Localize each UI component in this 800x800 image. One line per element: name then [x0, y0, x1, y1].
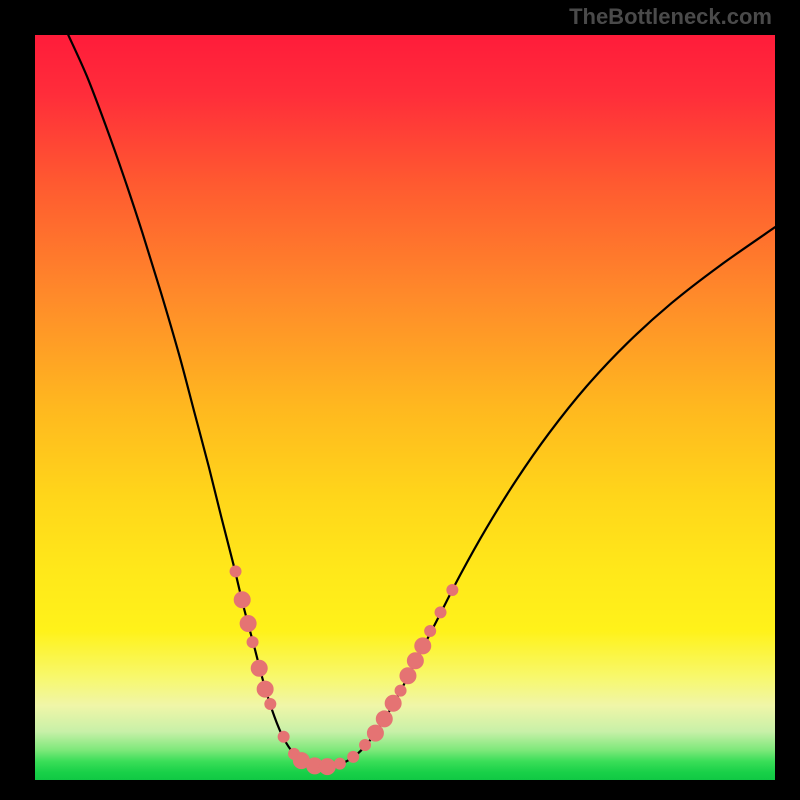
data-marker	[234, 592, 250, 608]
data-marker	[367, 725, 383, 741]
data-marker	[447, 585, 458, 596]
data-marker	[415, 638, 431, 654]
plot-area	[35, 35, 775, 780]
data-marker	[278, 731, 289, 742]
data-marker	[240, 616, 256, 632]
data-marker	[395, 685, 406, 696]
data-marker	[251, 660, 267, 676]
data-marker	[385, 695, 401, 711]
data-marker	[400, 668, 416, 684]
data-marker	[407, 653, 423, 669]
data-marker	[257, 681, 273, 697]
watermark-text: TheBottleneck.com	[569, 4, 772, 30]
data-marker	[265, 699, 276, 710]
data-marker	[425, 626, 436, 637]
chart-canvas: TheBottleneck.com	[0, 0, 800, 800]
curve-layer	[35, 35, 775, 780]
data-marker	[319, 759, 335, 775]
data-marker	[247, 637, 258, 648]
data-marker	[360, 739, 371, 750]
data-marker	[230, 566, 241, 577]
data-marker	[348, 751, 359, 762]
data-marker	[435, 607, 446, 618]
data-marker	[334, 758, 345, 769]
data-marker	[376, 711, 392, 727]
